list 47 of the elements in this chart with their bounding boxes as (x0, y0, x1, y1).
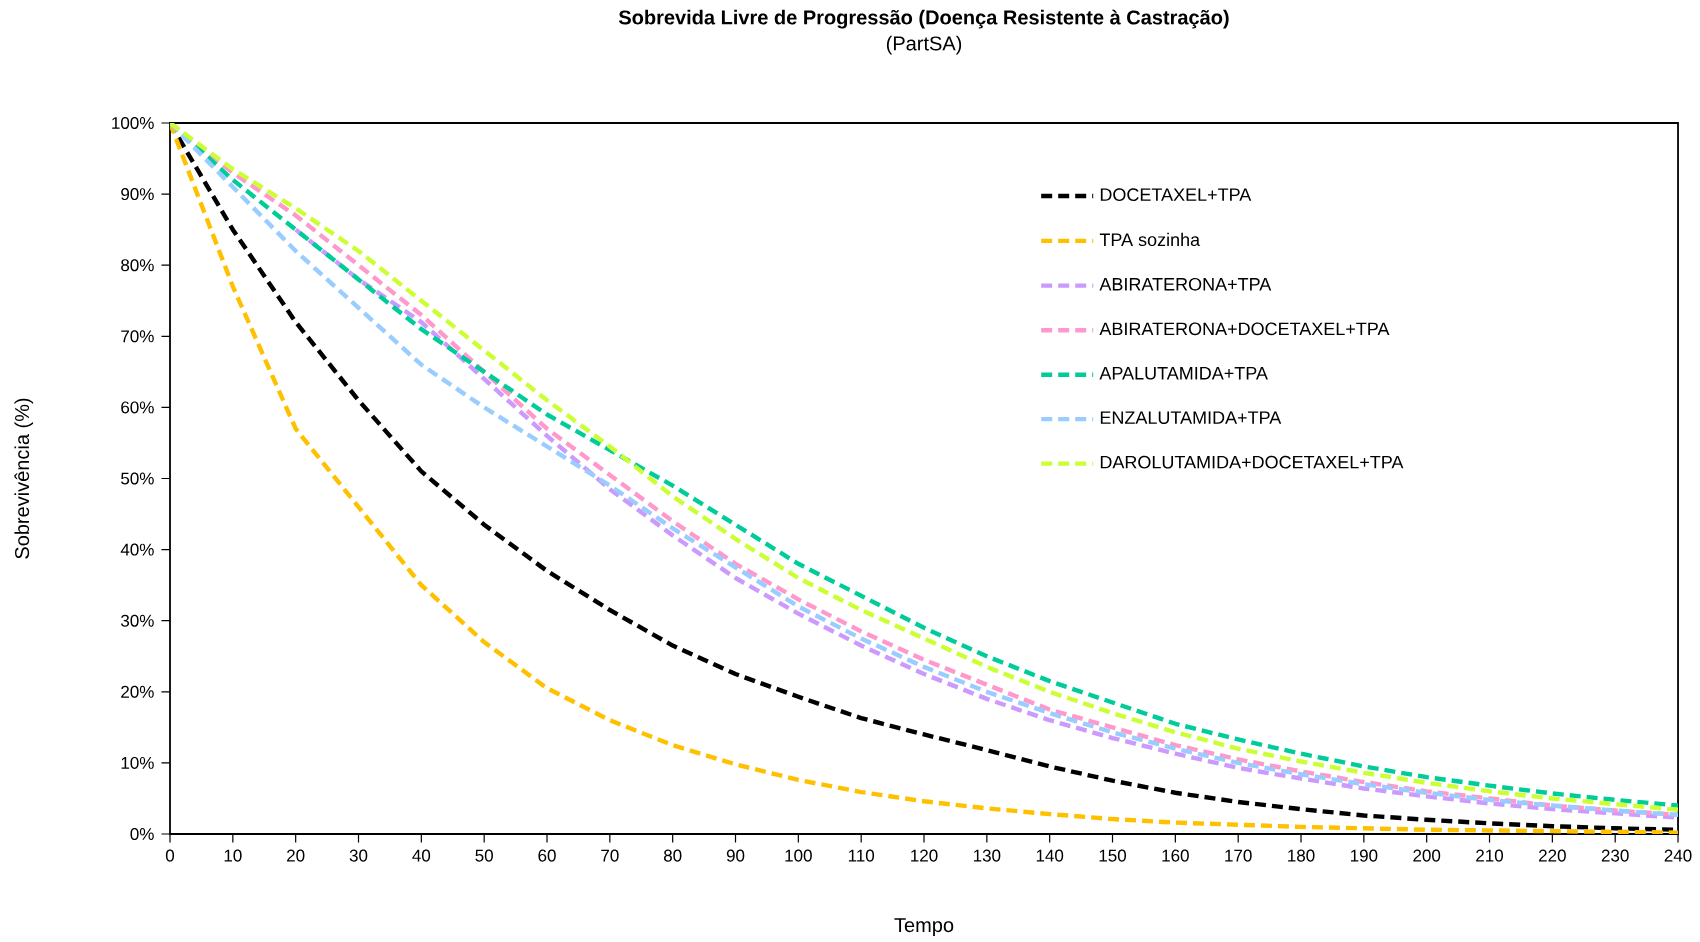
x-tick-label: 190 (1350, 849, 1378, 862)
x-tick-label: 70 (601, 849, 619, 862)
legend-label: DAROLUTAMIDA+DOCETAXEL+TPA (1100, 455, 1404, 469)
x-tick-label: 90 (726, 849, 745, 862)
y-tick-label: 20% (121, 685, 154, 698)
legend-label: ABIRATERONA+TPA (1099, 277, 1272, 291)
legend-label: ENZALUTAMIDA+TPA (1100, 411, 1282, 424)
y-tick-label: 40% (120, 543, 154, 556)
x-tick-label: 100 (785, 849, 812, 862)
x-tick-label: 200 (1413, 849, 1441, 862)
y-tick-label: 10% (121, 756, 154, 769)
x-tick-label: 120 (911, 849, 938, 862)
legend-label: TPA sozinha (1099, 232, 1201, 247)
x-tick-label: 150 (1099, 849, 1127, 862)
x-tick-label: 10 (224, 849, 242, 862)
x-axis-title: Tempo (894, 918, 954, 937)
x-tick-label: 170 (1225, 849, 1252, 862)
x-tick-label: 140 (1036, 849, 1064, 862)
y-tick-label: 70% (121, 330, 154, 343)
x-tick-label: 80 (663, 849, 682, 862)
y-axis-title: Sobrevivência (%) (14, 398, 34, 559)
x-tick-label: 30 (349, 849, 368, 862)
chart-title: Sobrevida Livre de Progressão (Doença Resistente à Castração) (618, 9, 1229, 29)
x-tick-label: 40 (412, 849, 431, 862)
legend-label: ABIRATERONA+DOCETAXEL+TPA (1099, 322, 1390, 336)
x-tick-label: 240 (1664, 849, 1692, 862)
y-tick-label: 60% (121, 401, 154, 414)
x-tick-label: 0 (165, 849, 175, 862)
y-tick-label: 80% (121, 259, 154, 272)
y-tick-label: 0% (130, 828, 154, 841)
legend-label: APALUTAMIDA+TPA (1099, 367, 1268, 380)
x-tick-label: 60 (538, 849, 556, 862)
chart-subtitle: (PartSA) (886, 35, 962, 55)
y-tick-label: 30% (121, 614, 154, 627)
x-tick-label: 20 (287, 849, 305, 862)
y-tick-label: 100% (112, 116, 154, 129)
x-tick-label: 110 (848, 849, 875, 862)
y-tick-label: 50% (121, 472, 154, 485)
x-tick-label: 130 (973, 849, 1001, 862)
x-tick-label: 210 (1476, 849, 1504, 862)
x-tick-label: 180 (1288, 849, 1315, 862)
x-tick-label: 220 (1539, 849, 1566, 862)
y-tick-label: 90% (121, 188, 154, 201)
x-tick-label: 50 (475, 849, 493, 862)
legend-label: DOCETAXEL+TPA (1100, 188, 1252, 202)
x-tick-label: 160 (1162, 849, 1189, 862)
x-tick-label: 230 (1601, 849, 1629, 862)
